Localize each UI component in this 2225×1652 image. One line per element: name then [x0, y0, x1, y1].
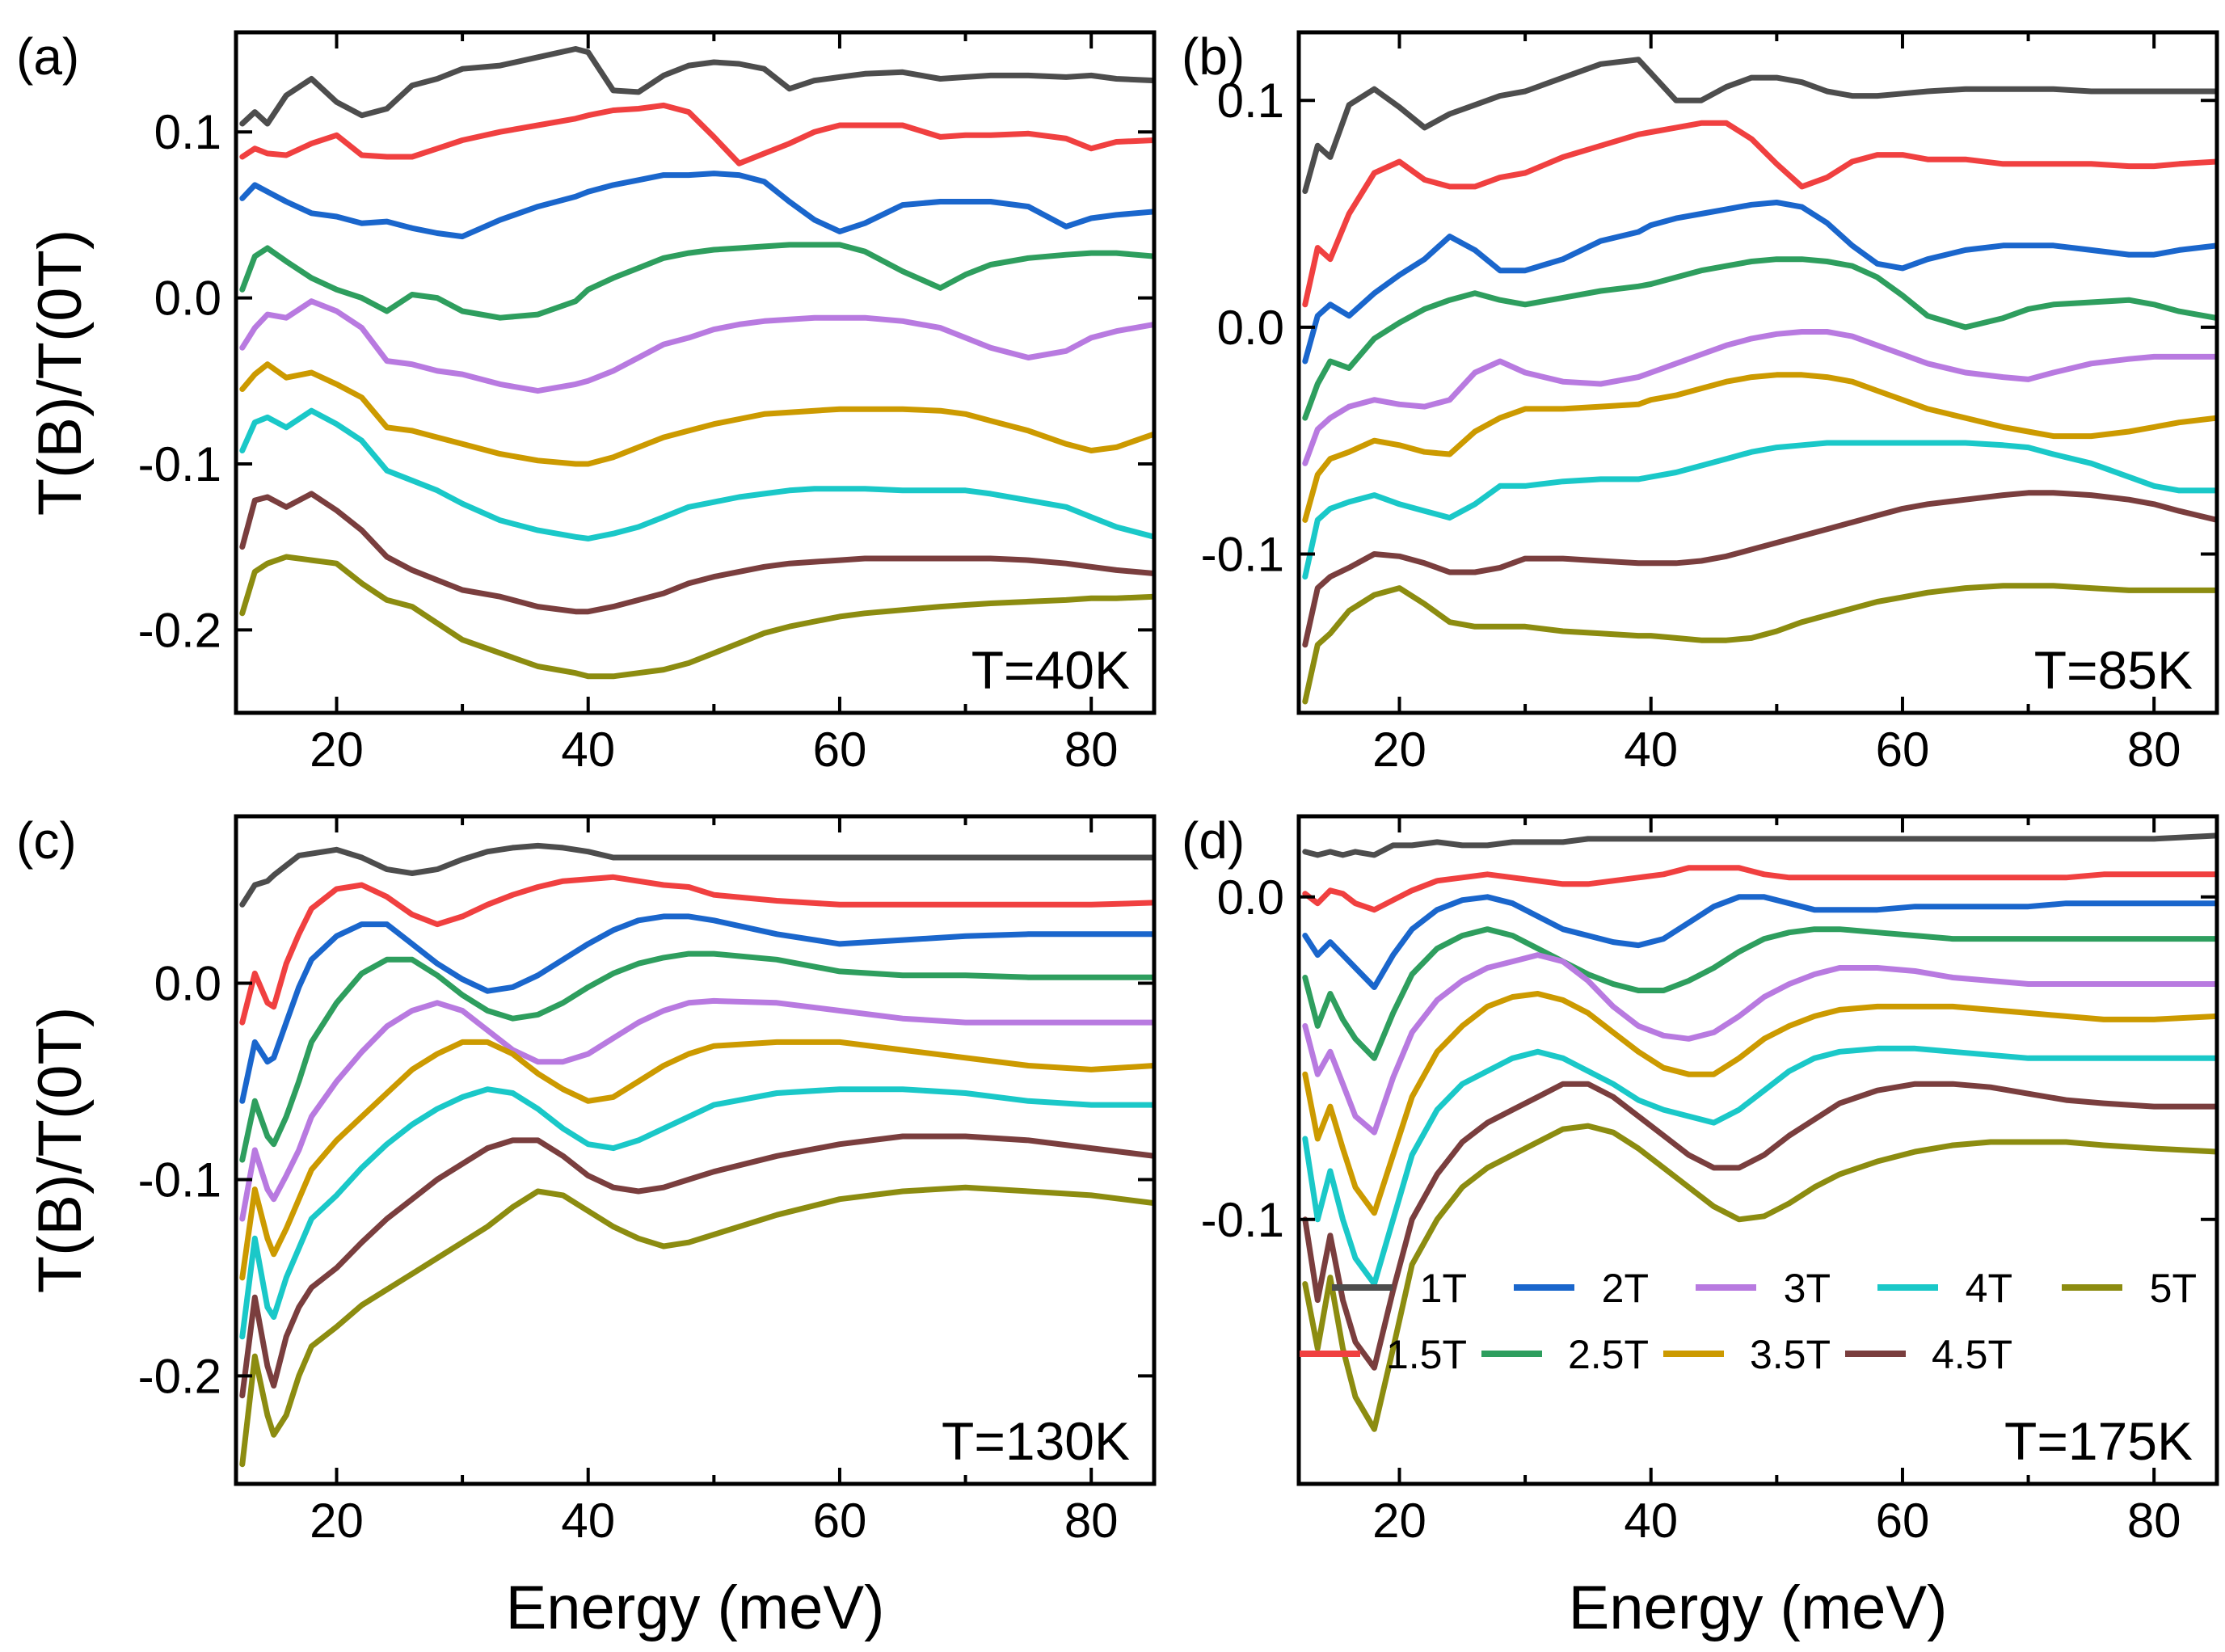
series-line-2T [1302, 200, 2217, 365]
x-axis-title-d: Energy (meV) [1569, 1574, 1948, 1642]
y-tick-label: -0.1 [138, 1153, 221, 1207]
legend-label-3p5T: 3.5T [1750, 1332, 1831, 1377]
x-tick-label: 40 [561, 723, 615, 777]
series-line-3T [239, 298, 1154, 394]
series-line-3T [1302, 329, 2217, 466]
x-axis-title-c: Energy (meV) [506, 1574, 885, 1642]
y-tick-label: -0.1 [1201, 528, 1284, 582]
series-line-5T [239, 554, 1154, 680]
y-tick-label: -0.2 [138, 1349, 221, 1403]
x-tick-label: 60 [1876, 1494, 1930, 1548]
x-tick-label: 60 [813, 723, 867, 777]
legend-label-4T: 4T [1966, 1266, 2012, 1311]
y-axis-title: T(B)/T(0T) [26, 1007, 95, 1294]
y-tick-label: 0.1 [154, 105, 221, 159]
series-group-b [1302, 57, 2217, 705]
panel-label-c: (c) [16, 811, 77, 870]
x-tick-label: 80 [2127, 1494, 2181, 1548]
plot-frame-a [234, 30, 1157, 715]
panel-a: 20 40 60 80 0.1 0.0 -0.1 -0.2 (a) T=40K [16, 27, 1157, 777]
x-tick-label: 40 [1624, 1494, 1678, 1548]
x-tick-label: 40 [561, 1494, 615, 1548]
plot-frame-c [234, 814, 1157, 1486]
series-line-1p5T [239, 874, 1154, 1026]
x-tick-label: 20 [310, 723, 364, 777]
series-line-4p5T [239, 1133, 1154, 1399]
series-line-3T [1302, 952, 2217, 1136]
x-tick-label: 20 [1372, 1494, 1426, 1548]
legend-label-4p5T: 4.5T [1932, 1332, 2012, 1377]
panel-label-b: (b) [1182, 27, 1245, 86]
temperature-label-a: T=40K [971, 640, 1130, 700]
series-line-1T [239, 842, 1154, 908]
series-line-1T [1302, 57, 2217, 194]
series-line-4T [1302, 1045, 2217, 1287]
legend-label-5T: 5T [2150, 1266, 2197, 1311]
panel-label-d: (d) [1182, 811, 1245, 870]
series-group-d [1302, 832, 2217, 1432]
series-line-3p5T [1302, 991, 2217, 1216]
temperature-label-b: T=85K [2034, 640, 2193, 700]
series-line-3p5T [1302, 372, 2217, 523]
series-line-1T [1302, 832, 2217, 858]
y-tick-label: 0.0 [1217, 301, 1284, 355]
y-tick-label: -0.1 [138, 437, 221, 491]
x-tick-label: 80 [1064, 723, 1119, 777]
y-tick-label: 0.0 [154, 272, 221, 326]
series-line-1p5T [1302, 865, 2217, 913]
panel-d: 20 40 60 80 0.0 -0.1 (d) T=175K [1182, 811, 2219, 1548]
legend-label-2p5T: 2.5T [1568, 1332, 1649, 1377]
series-line-3p5T [239, 1039, 1154, 1281]
series-line-2p5T [1302, 926, 2217, 1061]
x-tick-label: 80 [1064, 1494, 1119, 1548]
x-tick-label: 20 [310, 1494, 364, 1548]
series-line-2T [239, 171, 1154, 240]
y-tick-label: -0.2 [138, 603, 221, 657]
series-line-4T [1302, 440, 2217, 580]
x-tick-label: 60 [1876, 723, 1930, 777]
series-line-1p5T [1302, 120, 2217, 308]
series-line-2p5T [239, 950, 1154, 1163]
series-line-1p5T [239, 102, 1154, 166]
series-line-3T [239, 997, 1154, 1222]
x-tick-label: 80 [2127, 723, 2181, 777]
series-line-4T [239, 407, 1154, 542]
series-line-4p5T [1302, 490, 2217, 648]
series-group-c [239, 842, 1154, 1468]
y-tick-label: 0.0 [154, 957, 221, 1011]
y-tick-label: 0.1 [1217, 74, 1284, 128]
series-line-4T [239, 1086, 1154, 1340]
series-line-1T [239, 46, 1154, 127]
series-line-4p5T [239, 491, 1154, 615]
panel-b: 20 40 60 80 0.1 0.0 -0.1 (b) T=85K [1182, 27, 2219, 777]
panel-label-a: (a) [16, 27, 79, 86]
series-line-3p5T [239, 361, 1154, 467]
series-line-2p5T [1302, 256, 2217, 421]
series-group-a [239, 46, 1154, 680]
series-line-2T [239, 913, 1154, 1104]
panel-c: 20 40 60 80 0.0 -0.1 -0.2 (c) T=130K [16, 811, 1157, 1548]
temperature-label-c: T=130K [942, 1411, 1130, 1471]
legend-label-1T: 1T [1420, 1266, 1467, 1311]
legend-label-3T: 3T [1784, 1266, 1831, 1311]
series-line-5T [239, 1184, 1154, 1468]
y-tick-label: 0.0 [1217, 870, 1284, 925]
series-line-4p5T [1302, 1081, 2217, 1371]
series-line-2p5T [239, 242, 1154, 321]
temperature-label-d: T=175K [2004, 1411, 2193, 1471]
series-line-5T [1302, 1123, 2217, 1432]
y-axis-title: T(B)/T(0T) [26, 230, 95, 516]
legend-label-1p5T: 1.5T [1386, 1332, 1467, 1377]
legend-label-2T: 2T [1602, 1266, 1649, 1311]
y-tick-label: -0.1 [1201, 1193, 1284, 1247]
plot-frame-b [1296, 30, 2219, 715]
x-tick-label: 20 [1372, 723, 1426, 777]
legend: 1T 2T 3T 4T 5T 1.5T 2.5T 3.5T 4.5T [1300, 1266, 2197, 1377]
x-tick-label: 60 [813, 1494, 867, 1548]
x-tick-label: 40 [1624, 723, 1678, 777]
series-line-2T [1302, 894, 2217, 990]
series-line-5T [1302, 583, 2217, 705]
plot-frame-d [1296, 814, 2219, 1486]
